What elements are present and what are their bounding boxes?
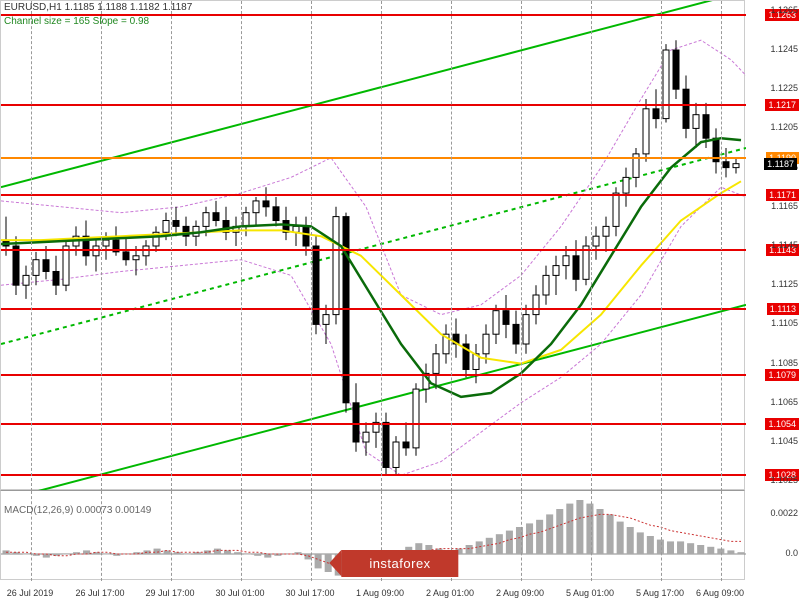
level-line: 1.1113: [1, 308, 746, 310]
y-tick: 1.1105: [771, 318, 798, 328]
y-tick: 1.1165: [771, 201, 798, 211]
level-line: 1.1190: [1, 157, 746, 159]
x-tick: 5 Aug 01:00: [566, 588, 614, 598]
y-tick: 1.1125: [771, 279, 798, 289]
level-line: 1.1217: [1, 104, 746, 106]
y-tick: 0.0: [785, 548, 798, 558]
vgrid: [311, 491, 312, 581]
macd-values: 0.00073 0.00149: [76, 505, 151, 516]
vgrid: [521, 491, 522, 581]
symbol-label: EURUSD,H1: [4, 2, 62, 13]
x-tick: 30 Jul 01:00: [215, 588, 264, 598]
y-tick: 1.1085: [770, 358, 798, 368]
vgrid: [31, 1, 32, 491]
watermark: instaforex: [341, 550, 458, 577]
y-axis: 1.1025 1.1045 1.1065 1.1085 1.1105 1.1125 1.11…: [745, 0, 800, 490]
vgrid: [661, 1, 662, 491]
x-tick: 1 Aug 09:00: [356, 588, 404, 598]
x-tick: 2 Aug 01:00: [426, 588, 474, 598]
vgrid: [241, 491, 242, 581]
level-line: 1.1143: [1, 249, 746, 251]
vgrid: [591, 491, 592, 581]
y-tick: 1.1145: [771, 240, 798, 250]
y-tick: 1.1245: [770, 44, 798, 54]
price-svg: [1, 1, 746, 491]
y-tick: 1.1065: [770, 397, 798, 407]
vgrid: [381, 1, 382, 491]
channel-info: Channel size = 165 Slope = 0.98: [4, 16, 149, 27]
level-line: 1.1054: [1, 423, 746, 425]
vgrid: [661, 491, 662, 581]
vgrid: [171, 1, 172, 491]
vgrid: [241, 1, 242, 491]
vgrid: [171, 491, 172, 581]
current-price-flag: 1.1187: [764, 158, 797, 170]
vgrid: [721, 1, 722, 491]
y-tick: 1.1045: [770, 436, 798, 446]
x-tick: 26 Jul 2019: [7, 588, 54, 598]
level-line: 1.1171: [1, 194, 746, 196]
ohlc-label: 1.1185 1.1188 1.1182 1.1187: [65, 2, 193, 13]
vgrid: [311, 1, 312, 491]
vgrid: [521, 1, 522, 491]
y-axis-indicator: 0.0 0.0022: [745, 490, 800, 580]
x-axis: 26 Jul 2019 26 Jul 17:00 29 Jul 17:00 30 Ju…: [0, 580, 745, 600]
x-tick: 29 Jul 17:00: [145, 588, 194, 598]
chart-header: EURUSD,H1 1.1185 1.1188 1.1182 1.1187: [4, 2, 192, 13]
y-tick: 1.1265: [770, 5, 798, 15]
macd-label: MACD(12,26,9) 0.00073 0.00149: [4, 505, 151, 516]
level-line: 1.1028: [1, 474, 746, 476]
vgrid: [101, 1, 102, 491]
level-line: 1.1079: [1, 374, 746, 376]
x-tick: 5 Aug 17:00: [636, 588, 684, 598]
vgrid: [451, 1, 452, 491]
y-tick: 1.1205: [770, 122, 798, 132]
y-tick: 0.0022: [770, 508, 798, 518]
macd-name: MACD(12,26,9): [4, 505, 73, 516]
y-tick: 1.1225: [770, 83, 798, 93]
x-tick: 2 Aug 09:00: [496, 588, 544, 598]
vgrid: [591, 1, 592, 491]
x-tick: 26 Jul 17:00: [75, 588, 124, 598]
x-tick: 6 Aug 09:00: [696, 588, 744, 598]
main-chart[interactable]: 1.12631.12171.11901.11711.11431.11131.10…: [0, 0, 745, 490]
vgrid: [721, 491, 722, 581]
x-tick: 30 Jul 17:00: [285, 588, 334, 598]
y-tick: 1.1025: [770, 475, 798, 485]
chart-container: EURUSD,H1 1.1185 1.1188 1.1182 1.1187 Ch…: [0, 0, 800, 600]
